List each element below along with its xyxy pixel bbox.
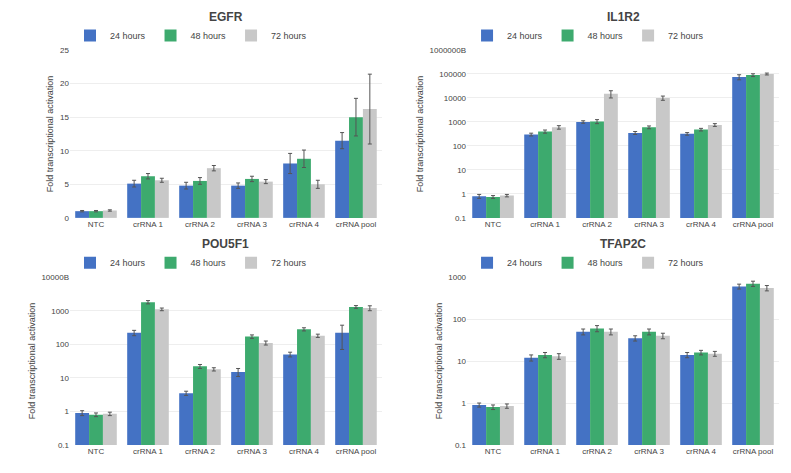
svg-text:1: 1	[462, 399, 467, 408]
svg-text:crRNA 3: crRNA 3	[634, 220, 664, 229]
svg-text:10: 10	[457, 357, 466, 366]
svg-text:POU5F1: POU5F1	[202, 237, 249, 251]
svg-text:crRNA 4: crRNA 4	[686, 447, 716, 456]
svg-text:100: 100	[56, 340, 70, 349]
svg-text:crRNA 1: crRNA 1	[530, 447, 560, 456]
svg-text:1: 1	[462, 190, 467, 199]
svg-text:0.1: 0.1	[455, 441, 467, 450]
svg-text:10: 10	[60, 374, 69, 383]
svg-text:crRNA pool: crRNA pool	[733, 447, 774, 456]
svg-text:0.1: 0.1	[58, 441, 70, 450]
svg-text:0.1: 0.1	[455, 214, 467, 223]
svg-text:72 hours: 72 hours	[668, 31, 704, 41]
svg-text:24 hours: 24 hours	[110, 258, 146, 268]
svg-text:15: 15	[60, 113, 69, 122]
svg-text:72 hours: 72 hours	[271, 31, 307, 41]
svg-text:Fold transcriptional activatio: Fold transcriptional activation	[45, 76, 55, 193]
svg-text:crRNA pool: crRNA pool	[336, 220, 377, 229]
svg-text:EGFR: EGFR	[209, 10, 243, 24]
svg-text:Fold transcriptional activatio: Fold transcriptional activation	[415, 76, 425, 193]
svg-text:1000: 1000	[448, 118, 466, 127]
svg-text:1000: 1000	[51, 307, 69, 316]
svg-text:crRNA 1: crRNA 1	[133, 447, 163, 456]
svg-text:crRNA 2: crRNA 2	[185, 220, 215, 229]
svg-text:10: 10	[457, 166, 466, 175]
svg-text:crRNA 1: crRNA 1	[530, 220, 560, 229]
svg-text:crRNA 2: crRNA 2	[185, 447, 215, 456]
svg-text:0: 0	[65, 214, 70, 223]
svg-text:20: 20	[60, 79, 69, 88]
svg-text:NTC: NTC	[88, 447, 105, 456]
svg-text:crRNA 4: crRNA 4	[686, 220, 716, 229]
svg-text:crRNA 1: crRNA 1	[133, 220, 163, 229]
svg-text:10000: 10000	[444, 94, 467, 103]
svg-text:crRNA 3: crRNA 3	[237, 220, 267, 229]
svg-text:NTC: NTC	[88, 220, 105, 229]
svg-text:crRNA 2: crRNA 2	[582, 220, 612, 229]
svg-text:crRNA pool: crRNA pool	[336, 447, 377, 456]
svg-text:48 hours: 48 hours	[191, 258, 227, 268]
svg-text:IL1R2: IL1R2	[607, 10, 640, 24]
svg-text:10000B: 10000B	[41, 273, 69, 282]
svg-text:1: 1	[65, 407, 70, 416]
svg-text:crRNA 4: crRNA 4	[289, 220, 319, 229]
svg-text:24 hours: 24 hours	[507, 31, 543, 41]
svg-text:72 hours: 72 hours	[668, 258, 704, 268]
svg-text:48 hours: 48 hours	[588, 31, 624, 41]
svg-text:24 hours: 24 hours	[110, 31, 146, 41]
svg-text:72 hours: 72 hours	[271, 258, 307, 268]
svg-text:crRNA 2: crRNA 2	[582, 447, 612, 456]
svg-text:25: 25	[60, 46, 69, 55]
svg-text:100: 100	[453, 315, 467, 324]
svg-text:100: 100	[453, 142, 467, 151]
svg-text:NTC: NTC	[485, 220, 502, 229]
svg-text:5: 5	[65, 180, 70, 189]
svg-text:crRNA pool: crRNA pool	[733, 220, 774, 229]
svg-text:48 hours: 48 hours	[588, 258, 624, 268]
svg-text:1000000B: 1000000B	[430, 46, 466, 55]
svg-text:crRNA 4: crRNA 4	[289, 447, 319, 456]
svg-text:crRNA 3: crRNA 3	[237, 447, 267, 456]
svg-text:24 hours: 24 hours	[507, 258, 543, 268]
svg-text:Fold transcriptional activatio: Fold transcriptional activation	[434, 303, 444, 420]
svg-text:10: 10	[60, 147, 69, 156]
svg-text:48 hours: 48 hours	[191, 31, 227, 41]
svg-text:TFAP2C: TFAP2C	[600, 237, 646, 251]
svg-text:100000: 100000	[439, 70, 466, 79]
svg-text:crRNA 3: crRNA 3	[634, 447, 664, 456]
svg-text:1000: 1000	[448, 273, 466, 282]
svg-text:Fold transcriptional activatio: Fold transcriptional activation	[27, 303, 37, 420]
svg-text:NTC: NTC	[485, 447, 502, 456]
